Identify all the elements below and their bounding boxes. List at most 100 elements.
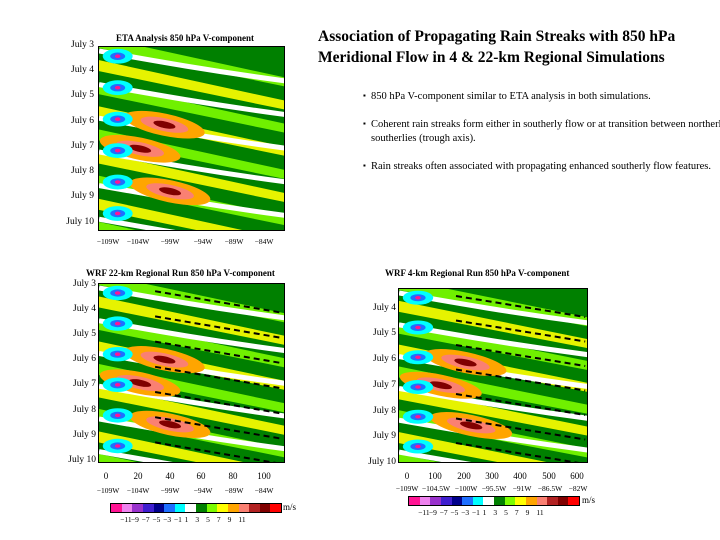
y-tick-label: July 5 [373,328,396,338]
x-tick-label: 20 [133,471,143,481]
x-tick-label: −84W [254,486,274,495]
x-tick-label: −94W [193,486,213,495]
contour-band [99,296,284,345]
northerly-core [114,321,121,326]
colorbar-swatch [525,497,537,505]
x-tick-label: 400 [513,471,527,481]
northerly-core [415,325,421,330]
x-tick-label: −109W [96,486,120,495]
bullet-item: 850 hPa V-component similar to ETA analy… [363,89,720,104]
colorbar-tick-label: −9 [130,515,139,524]
colorbar-tick-label: −7 [141,515,150,524]
x-tick-label: −84W [254,237,274,246]
x-tick-label: −89W [224,486,244,495]
colorbar-right-unit: m/s [582,495,596,505]
y-tick-label: July 4 [73,304,96,314]
bullet-list: 850 hPa V-component similar to ETA analy… [323,89,720,188]
eta-hovmoller-plot [98,46,285,231]
colorbar-tick-label: 7 [514,508,519,517]
colorbar-tick-label: −1 [173,515,182,524]
slide-title-line2: Meridional Flow in 4 & 22-km Regional Si… [318,49,665,66]
x-tick-label: −100W [454,484,478,493]
colorbar-tick-label: 5 [504,508,508,517]
contour-band [99,454,137,462]
wrf4-panel-title: WRF 4-km Regional Run 850 hPa V-componen… [385,268,570,278]
colorbar-tick-label: 11 [238,515,246,524]
colorbar-swatch [111,504,122,512]
y-tick-label: July 6 [373,354,396,364]
colorbar-swatch [557,497,569,505]
colorbar-tick-label: −3 [461,508,470,517]
contour-band [99,449,173,462]
rain-streak-line [455,319,586,343]
x-tick-label: −99W [160,237,180,246]
x-tick-label: 300 [485,471,499,481]
colorbar-tick-label: −9 [428,508,437,517]
contour-band [99,152,284,202]
colorbar-tick-label: −5 [152,515,161,524]
northerly-core [415,296,421,300]
colorbar-swatch [547,497,558,505]
x-tick-label: 100 [257,471,271,481]
colorbar-swatch [440,497,452,505]
colorbar-swatch [409,497,420,505]
colorbar-tick-label: −11 [418,508,430,517]
x-tick-label: −95.5W [481,484,507,493]
y-tick-label: July 10 [368,457,396,467]
y-tick-label: July 9 [373,431,396,441]
contour-band [99,60,284,110]
y-tick-label: July 10 [66,217,94,227]
rain-streak-line [455,295,586,318]
colorbar-swatch [217,504,228,512]
colorbar-tick-label: 1 [482,508,487,517]
northerly-core [114,383,121,387]
x-tick-label: 200 [457,471,471,481]
northerly-core [415,385,421,389]
contour-band [399,388,587,436]
y-tick-label: July 5 [73,329,96,339]
contour-band [399,449,472,462]
rain-streak-line [154,441,277,462]
y-tick-label: July 9 [71,191,94,201]
colorbar-swatch [227,504,239,512]
northerly-core [114,148,121,153]
colorbar-tick-label: −5 [450,508,459,517]
x-tick-label: −89W [224,237,244,246]
northerly-core [114,117,121,121]
rain-streak-line [455,442,580,462]
colorbar-swatch [515,497,526,505]
x-tick-label: 40 [165,471,175,481]
rain-streak-line [455,368,586,392]
colorbar-swatch [249,504,260,512]
colorbar-tick-label: 5 [206,515,210,524]
x-tick-label: −86.5W [537,484,563,493]
colorbar-tick-label: 11 [536,508,544,517]
y-tick-label: July 8 [71,166,94,176]
southerly-core [153,120,176,129]
rain-streak-line [455,393,586,416]
colorbar-tick-label: 7 [216,515,221,524]
colorbar-swatch [132,504,143,512]
southerly-core [429,381,452,390]
rain-streak-line [154,365,283,390]
contour-band [99,386,284,435]
colorbar-tick-label: 3 [493,508,498,517]
colorbar-swatch [153,504,165,512]
colorbar-swatch [238,504,250,512]
northerly-core [114,85,121,90]
slide-title-line1: Association of Propagating Rain Streaks … [318,28,676,45]
x-tick-label: −104.5W [421,484,451,493]
southerly-core [129,379,152,387]
y-tick-label: July 8 [73,405,96,415]
southerly-core [460,421,483,430]
contour-band [399,432,547,462]
contour-band [99,222,136,230]
y-tick-label: July 5 [71,90,94,100]
northerly-core [415,444,421,449]
colorbar-tick-label: 9 [525,508,530,517]
x-tick-label: −104W [126,237,150,246]
y-tick-label: July 7 [73,379,96,389]
slide-title: Association of Propagating Rain Streaks … [318,26,713,68]
colorbar-tick-label: −11 [120,515,132,524]
bullet-item: Coherent rain streaks form either in sou… [363,117,720,146]
